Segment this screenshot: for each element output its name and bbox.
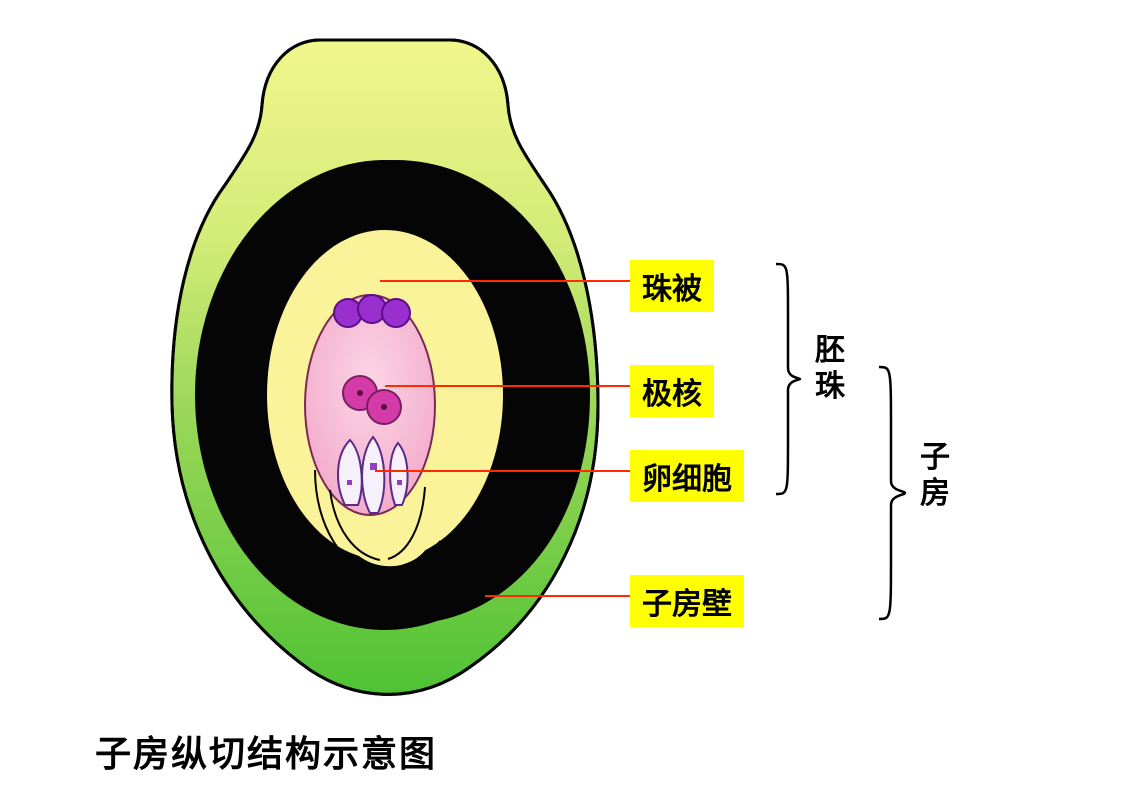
bracket-ovary bbox=[875, 363, 911, 623]
polar-nucleus-dot bbox=[357, 390, 363, 396]
leader-ovary-wall bbox=[485, 595, 630, 597]
antipodal-cell bbox=[382, 299, 410, 327]
polar-nucleus-dot bbox=[381, 404, 387, 410]
group-ovary-label: 子房 bbox=[920, 440, 956, 512]
label-polar-nuclei: 极核 bbox=[630, 365, 714, 417]
label-egg-cell: 卵细胞 bbox=[630, 450, 744, 502]
diagram-caption: 子房纵切结构示意图 bbox=[95, 725, 437, 777]
ovary-svg bbox=[170, 35, 600, 705]
egg-nucleus bbox=[370, 463, 377, 470]
leader-polar-nuclei bbox=[385, 385, 630, 387]
bracket-ovule bbox=[772, 260, 806, 498]
synergid-nucleus bbox=[397, 480, 402, 485]
label-ovary-wall: 子房壁 bbox=[630, 575, 744, 627]
label-integument: 珠被 bbox=[630, 260, 714, 312]
leader-integument bbox=[380, 280, 630, 282]
slide: 珠被 极核 卵细胞 子房壁 胚珠 子房 子房纵切结构示意图 bbox=[20, 25, 1090, 765]
leader-egg-cell bbox=[375, 470, 630, 472]
synergid-nucleus bbox=[347, 480, 352, 485]
ovary-diagram bbox=[170, 35, 600, 705]
group-ovary-text: 子房 bbox=[920, 440, 953, 512]
group-ovule-text: 胚珠 bbox=[815, 333, 848, 405]
group-ovule-label: 胚珠 bbox=[815, 333, 851, 405]
